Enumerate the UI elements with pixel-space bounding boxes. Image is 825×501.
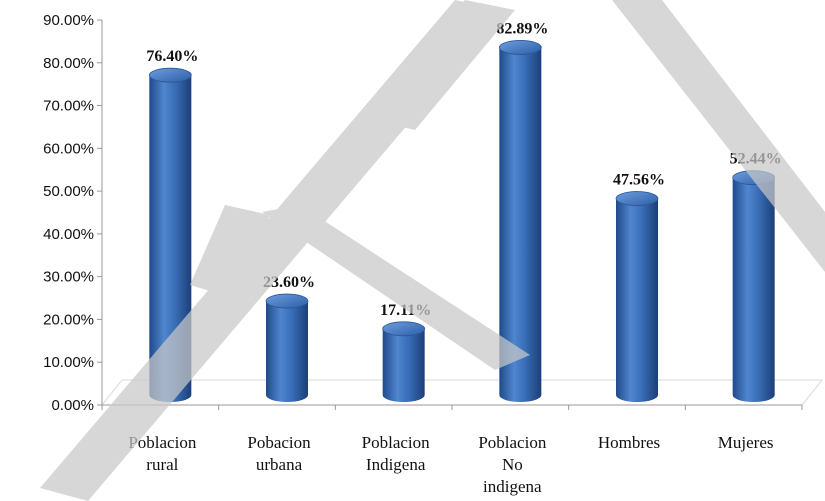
bar-body [382,328,425,402]
y-tick-label: 80.00% [43,55,94,72]
x-tick-label: Mujeres [718,433,774,452]
bar [382,321,426,402]
bar-body [732,177,775,402]
x-tick-label: Poblacion No indigena [478,433,546,496]
bar-body [149,75,192,402]
y-tick-label: 60.00% [43,140,94,157]
y-tick-label: 30.00% [43,269,94,286]
data-label: 82.89% [496,20,548,37]
x-tick-label: Pobacion urbana [247,433,311,474]
bar-body [499,47,542,402]
x-tick-label-line: Mujeres [718,433,774,452]
x-axis [101,404,803,410]
bar-body [616,198,658,402]
x-tick-label: Hombres [598,433,660,452]
bar-top [265,293,309,309]
x-tick-label-line: Poblacion [128,433,196,452]
bars [148,40,776,402]
y-tick-label: 70.00% [43,98,94,115]
bar-top [498,40,542,55]
bar [265,293,309,402]
x-tick-label-line: No [502,455,523,474]
x-tick-label: Poblacion rural [128,433,196,474]
x-tick-label-line: Indigena [366,455,426,474]
y-tick-label: 90.00% [43,12,94,29]
x-tick-label-line: rural [146,455,178,474]
bar [148,67,192,402]
y-tick-label: 40.00% [43,226,94,243]
y-tick-label: 10.00% [43,354,94,371]
x-tick-label-line: Poblacion [478,433,546,452]
x-tick-label: Poblacion Indigena [362,433,430,474]
bar-top [615,191,659,206]
bar [732,170,776,402]
x-tick-label-line: urbana [256,455,303,474]
x-tick-label-line: Hombres [598,433,660,452]
y-tick-labels: 0.00% 10.00% 20.00% 30.00% 40.00% 50.00% 60.00… [43,12,102,414]
watermark [40,0,825,501]
y-tick-label: 50.00% [43,183,94,200]
x-tick-label-line: indigena [483,477,542,496]
data-label: 47.56% [613,172,665,189]
y-tick-label: 0.00% [51,397,94,414]
y-tick-label: 20.00% [43,311,94,328]
bar [615,191,659,402]
x-tick-label-line: Pobacion [247,433,311,452]
bar-top [148,67,192,83]
bar-top [382,321,426,337]
bar-body [266,301,308,402]
chart-floor [100,379,824,406]
data-label: 76.40% [146,48,198,65]
bar [498,40,542,402]
x-tick-labels: Poblacion rural Pobacion urbana Poblacion Ind… [128,433,773,496]
x-tick-label-line: Poblacion [362,433,430,452]
